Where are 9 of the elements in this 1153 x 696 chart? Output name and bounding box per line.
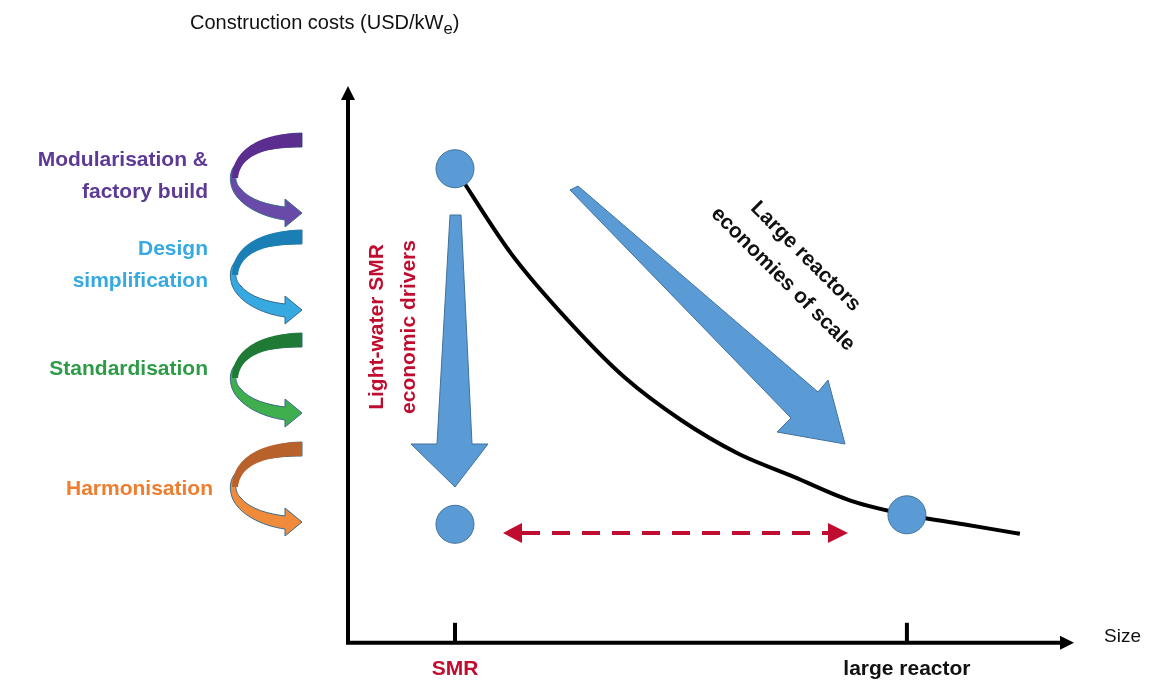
- text: Light-water SMR economic drivers: [363, 239, 420, 416]
- x-tick-label: SMR: [431, 656, 479, 680]
- x-axis-title: Size: [1104, 624, 1141, 648]
- text: Modularisation & factory build: [36, 146, 208, 204]
- text: Design simplification: [71, 235, 208, 293]
- text: Harmonisation: [64, 475, 213, 501]
- x-tick-label: large reactor: [843, 656, 971, 680]
- text: Standardisation: [48, 355, 208, 381]
- text: Construction costs (USD/kW$_{e}$): [190, 10, 460, 40]
